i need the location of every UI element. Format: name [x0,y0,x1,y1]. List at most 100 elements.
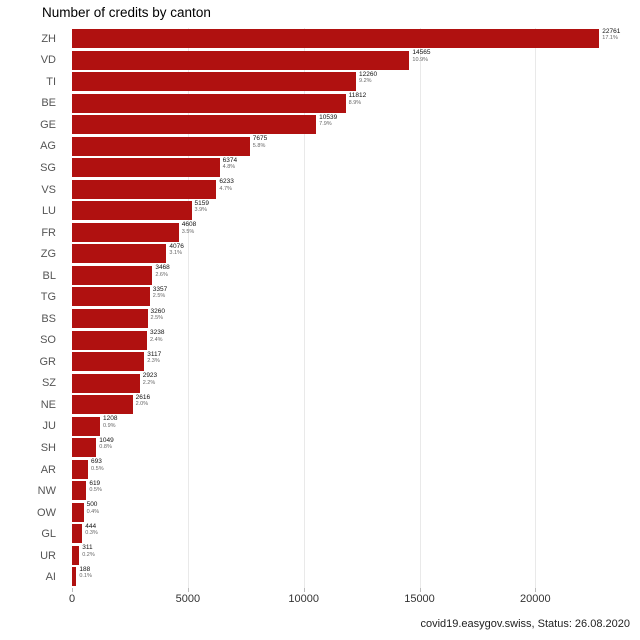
value-text: 3117 [147,350,162,358]
bar [72,330,147,350]
canton-label: VD [40,54,56,67]
value-text: 619 [89,479,101,487]
bar [72,373,140,393]
canton-label: JU [42,420,56,433]
bar-value-label: 693 0.5% [91,459,104,472]
percent-text: 0.2% [82,551,95,558]
y-axis-labels: ZH VD TI BE GE AG SG VS LU FR ZG BL TG BS SO GR SZ NE JU SH… [0,28,60,588]
canton-label: UR [40,549,56,562]
percent-text: 2.6% [155,271,168,278]
percent-text: 2.3% [147,358,160,365]
percent-text: 5.8% [252,142,266,149]
value-text: 11812 [348,92,367,100]
canton-label: TG [40,291,56,304]
bar-value-label: 444 0.3% [85,522,98,537]
bar-row: 5159 3.9% [72,200,628,222]
bar-value-label: 7675 5.8% [253,136,267,149]
canton-label: AR [40,463,56,476]
bar-value-label: 12260 9.2% [359,70,378,85]
canton-label: AI [45,571,56,584]
value-text: 311 [82,544,93,552]
bar-row: 3357 2.5% [72,286,628,308]
canton-label: AG [40,140,56,153]
bar-row: 500 0.4% [72,502,628,524]
bar-value-label: 3117 2.3% [147,350,162,365]
bar-row: 4608 3.5% [72,222,628,244]
value-text: 188 [79,565,91,573]
canton-label: SG [40,161,56,174]
x-tick-mark [187,588,189,592]
bar-row: 2923 2.2% [72,373,628,395]
gridline [187,28,189,588]
value-text: 14565 [412,49,431,57]
value-text: 12260 [359,70,378,78]
value-text: 693 [91,458,102,466]
bar-row: 3117 2.3% [72,351,628,373]
bar-value-label: 11812 8.9% [349,93,367,106]
value-text: 22761 [602,27,621,35]
percent-text: 0.1% [79,573,92,580]
bar-value-label: 2923 2.2% [143,373,157,386]
bar-row: 14565 10.9% [72,50,628,72]
gridline [303,28,305,588]
bar [72,287,150,307]
bar [72,222,179,242]
bar-row: 3260 2.5% [72,308,628,330]
bar [72,524,83,544]
bar [72,93,346,113]
canton-label: NW [37,485,56,498]
bar [72,502,84,522]
value-text: 1049 [99,436,114,444]
value-text: 1208 [102,415,118,423]
bar-row: 619 0.5% [72,480,628,502]
bar [72,395,133,415]
bar-row: 1208 0.9% [72,416,628,438]
x-tick-label: 10000 [288,593,319,605]
bar [72,50,410,70]
bar-value-label: 3238 2.4% [150,330,164,343]
bar-value-label: 3468 2.6% [155,265,169,278]
canton-label: VS [41,183,56,196]
canton-label: BE [41,97,56,110]
bar-value-label: 1049 0.8% [99,436,114,451]
value-text: 3238 [150,329,165,337]
bar-row: 6374 4.8% [72,157,628,179]
bar-row: 3468 2.6% [72,265,628,287]
value-text: 4608 [181,221,197,229]
chart-title: Number of credits by canton [42,5,211,20]
percent-text: 0.8% [99,444,112,451]
bar-value-label: 5159 3.9% [194,200,209,214]
bar-value-label: 2616 2.0% [136,394,150,408]
bar-value-label: 4076 3.1% [169,242,184,257]
value-text: 6233 [219,178,234,186]
bar-value-label: 619 0.5% [89,479,102,494]
bar-value-label: 6374 4.8% [222,157,237,171]
percent-text: 0.4% [86,508,100,515]
bar-row: 6233 4.7% [72,179,628,201]
bar-row: 3238 2.4% [72,330,628,352]
value-text: 444 [85,522,97,530]
percent-text: 2.2% [142,379,156,386]
bar [72,115,317,135]
x-axis: 0 5000 10000 15000 20000 [69,588,628,612]
canton-label: TI [46,75,56,88]
percent-text: 2.5% [152,293,166,300]
x-tick-mark [419,588,421,592]
percent-text: 4.8% [222,164,236,171]
percent-text: 3.9% [194,207,208,214]
x-tick-mark [72,588,73,592]
bar-row: 10539 7.9% [72,114,628,136]
bar [72,545,80,565]
value-text: 4076 [169,242,184,250]
value-text: 3260 [150,307,165,315]
x-tick-label: 15000 [404,593,435,605]
gridline [419,28,421,588]
canton-label: GE [40,118,56,131]
bar [72,416,100,436]
x-tick-label: 5000 [175,593,201,605]
percent-text: 17.1% [602,35,618,41]
bar-row: 12260 9.2% [72,71,628,93]
percent-text: 2.4% [150,336,163,343]
value-text: 2923 [142,372,158,380]
